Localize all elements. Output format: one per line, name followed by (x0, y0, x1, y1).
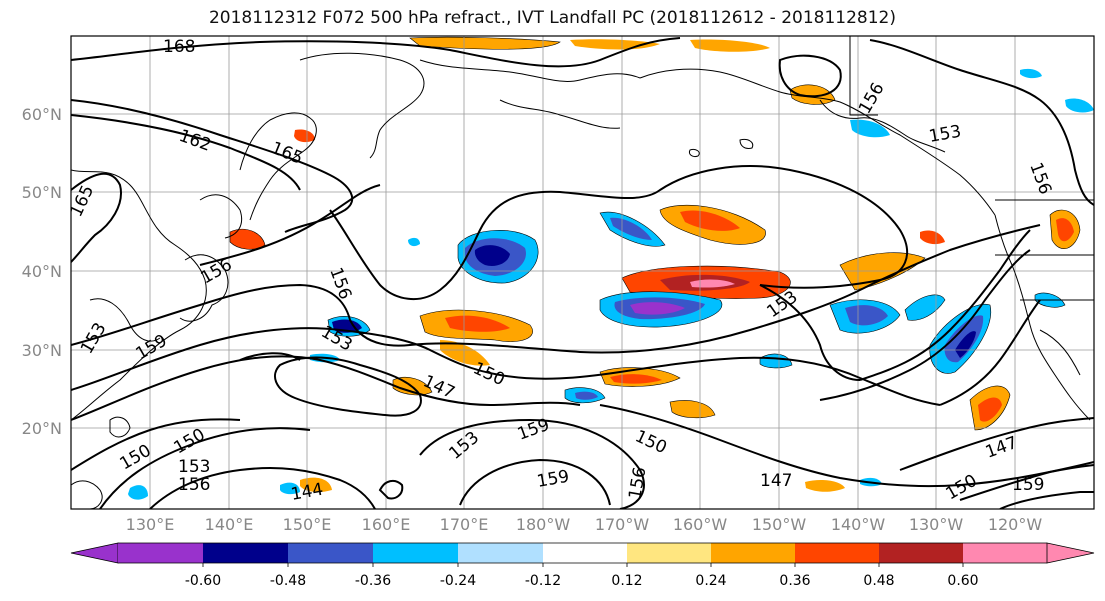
colorbar-tick-label: 0.12 (611, 573, 642, 589)
colorbar-tick-label: -0.24 (440, 573, 476, 589)
colorbar-extend-min (70, 542, 119, 564)
colorbar-segment (288, 543, 373, 563)
colorbar-tick-label: 0.36 (779, 573, 810, 589)
lon-label: 170°E (440, 515, 489, 534)
colorbar-tick-label: 0.24 (695, 573, 726, 589)
colorbar-segment (203, 543, 288, 563)
lon-label: 150°W (752, 515, 807, 534)
lon-label: 140°E (205, 515, 254, 534)
colorbar: -0.60 -0.48 -0.36 -0.24 -0.12 0.12 0.24 … (70, 542, 1095, 589)
contour-label: 159 (1012, 475, 1044, 495)
colorbar-extend-max (1046, 542, 1095, 564)
longitude-labels: 130°E 140°E 150°E 160°E 170°E 180°W 170°… (126, 515, 1043, 534)
latitude-labels: 60°N 50°N 40°N 30°N 20°N (22, 105, 62, 438)
lon-label: 160°W (673, 515, 728, 534)
map-frame (70, 35, 1095, 510)
colorbar-tick-label: 0.48 (863, 573, 894, 589)
contour-label: 168 (163, 37, 195, 57)
colorbar-segment (795, 543, 879, 563)
contour-label: 156 (178, 475, 210, 495)
lon-label: 140°W (831, 515, 886, 534)
colorbar-tick-label: -0.12 (525, 573, 561, 589)
contour-label: 153 (178, 457, 210, 477)
graticule (71, 36, 1094, 509)
colorbar-tick-label: -0.60 (185, 573, 221, 589)
lat-label: 50°N (22, 183, 62, 202)
colorbar-tick-label: 0.60 (947, 573, 978, 589)
colorbar-tick-label: -0.36 (355, 573, 391, 589)
lat-label: 60°N (22, 105, 62, 124)
lat-label: 30°N (22, 341, 62, 360)
colorbar-segment (627, 543, 711, 563)
colorbar-segment (118, 543, 203, 563)
lon-label: 170°W (595, 515, 650, 534)
colorbar-tick-label: -0.48 (270, 573, 306, 589)
colorbar-segment (879, 543, 963, 563)
positive-anomaly-fills (229, 36, 1081, 493)
colorbar-segment (458, 543, 543, 563)
contour-label: 147 (760, 471, 792, 491)
colorbar-segment (373, 543, 458, 563)
negative-anomaly-fills (128, 68, 1094, 500)
lat-label: 20°N (22, 419, 62, 438)
colorbar-segment (963, 543, 1047, 563)
colorbar-segment (543, 543, 627, 563)
coastlines (71, 36, 1094, 509)
lon-label: 130°E (126, 515, 175, 534)
colorbar-segment (711, 543, 795, 563)
lon-label: 150°E (283, 515, 332, 534)
lon-label: 160°E (362, 515, 411, 534)
refractivity-contours (71, 37, 1094, 509)
lon-label: 180°W (516, 515, 571, 534)
map-plot-area (71, 36, 1094, 509)
map-title: 2018112312 F072 500 hPa refract., IVT La… (208, 8, 896, 28)
lat-label: 40°N (22, 262, 62, 281)
lon-label: 130°W (909, 515, 964, 534)
anomaly-fills (128, 36, 1094, 500)
lon-label: 120°W (988, 515, 1043, 534)
